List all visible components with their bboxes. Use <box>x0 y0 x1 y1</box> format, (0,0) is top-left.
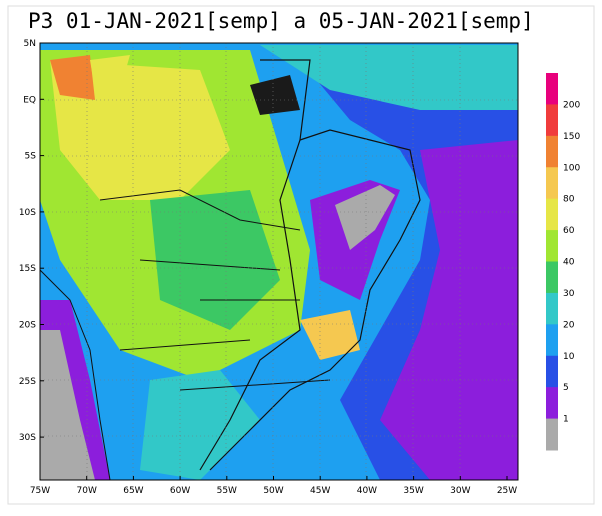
lon-label: 65W <box>123 486 143 496</box>
colorbar-swatch <box>546 418 558 451</box>
lat-label: 5N <box>24 39 36 49</box>
colorbar-label: 80 <box>563 195 575 205</box>
lat-label: 15S <box>19 264 36 274</box>
frame <box>7 5 595 505</box>
colorbar-swatch <box>546 73 558 105</box>
lon-label: 45W <box>310 486 330 496</box>
colorbar-label: 1 <box>563 415 569 425</box>
colorbar-label: 20 <box>563 320 575 330</box>
lat-label: 10S <box>19 208 36 218</box>
lon-label: 75W <box>30 486 50 496</box>
lon-label: 50W <box>263 486 283 496</box>
colorbar-swatch <box>546 167 558 200</box>
colorbar-swatch <box>546 135 558 168</box>
lon-label: 30W <box>450 486 470 496</box>
lon-label: 25W <box>497 486 517 496</box>
colorbar-label: 100 <box>563 163 580 173</box>
lon-label: 35W <box>403 486 423 496</box>
lat-label: 5S <box>25 152 37 162</box>
colorbar-swatch <box>546 355 558 388</box>
colorbar-swatch <box>546 324 558 357</box>
lat-label: 20S <box>19 321 36 331</box>
title: P3 01-JAN-2021[semp] a 05-JAN-2021[semp] <box>28 9 534 33</box>
colorbar-swatch <box>546 261 558 294</box>
colorbar-swatch <box>546 230 558 262</box>
colorbar-label: 150 <box>563 132 580 142</box>
colorbar-label: 200 <box>563 100 580 110</box>
colorbar-swatch <box>546 387 558 420</box>
lat-label: EQ <box>23 95 36 105</box>
colorbar-swatch <box>546 198 558 231</box>
colorbar-label: 60 <box>563 226 575 236</box>
lon-label: 55W <box>217 486 237 496</box>
lon-label: 70W <box>77 486 97 496</box>
map <box>40 43 518 480</box>
colorbar-label: 10 <box>563 352 575 362</box>
lat-label: 30S <box>19 433 36 443</box>
colorbar-label: 30 <box>563 289 575 299</box>
lon-label: 60W <box>170 486 190 496</box>
lat-label: 25S <box>19 377 36 387</box>
map-border <box>39 42 519 481</box>
lon-label: 40W <box>357 486 377 496</box>
colorbar-label: 5 <box>563 383 569 393</box>
colorbar-label: 40 <box>563 258 575 268</box>
colorbar-swatch <box>546 104 558 137</box>
colorbar-swatch <box>546 292 558 325</box>
